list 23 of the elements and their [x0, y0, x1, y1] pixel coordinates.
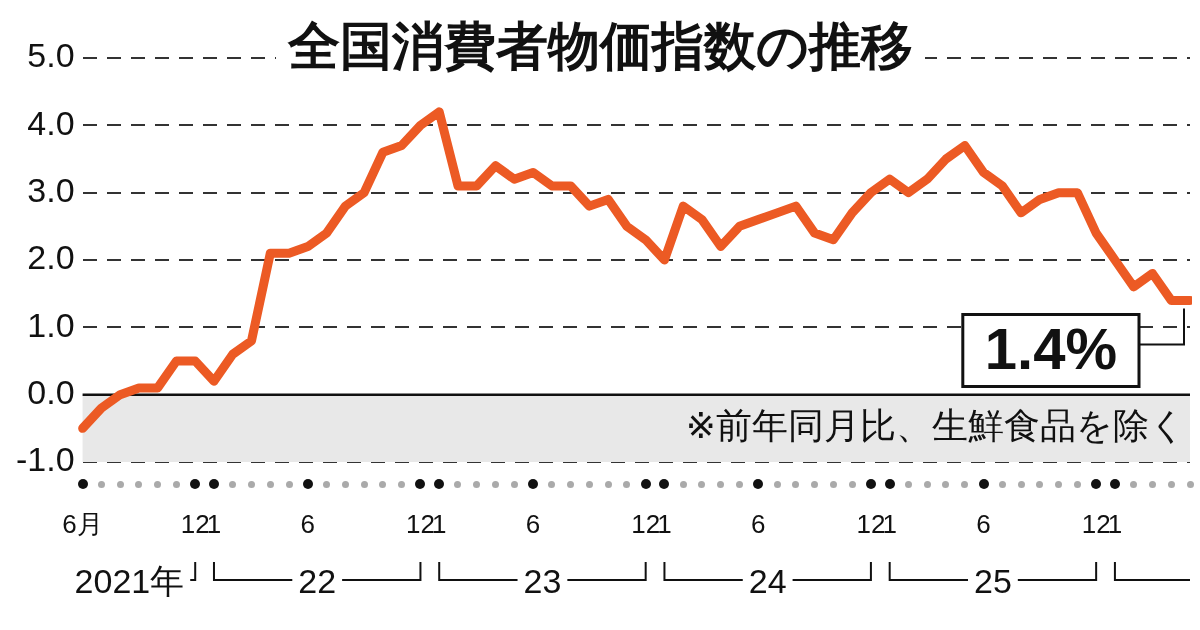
x-tick-label: 6	[751, 509, 766, 540]
annotation: ※前年同月比、生鮮食品を除く	[685, 405, 1186, 447]
y-tick-label: 1.0	[27, 305, 75, 344]
x-tick-label: 12	[180, 509, 210, 540]
text: 23	[523, 562, 562, 601]
x-tick-label: 6月	[62, 509, 103, 540]
y-tick-label: 2.0	[27, 238, 75, 277]
y-tick-label: 4.0	[27, 103, 75, 142]
text: 25	[974, 562, 1012, 601]
text: 1.4%	[984, 316, 1117, 382]
y-tick-label: 5.0	[27, 36, 75, 75]
x-tick-label: 6	[976, 509, 991, 540]
chart-title: 全国消費者物価指数の推移	[275, 17, 925, 75]
text: 2021年	[74, 562, 185, 601]
text: 22	[298, 562, 337, 601]
y-tick-label: -1.0	[15, 440, 75, 479]
x-tick-label: 12	[1081, 509, 1111, 540]
text: 24	[748, 562, 787, 601]
x-tick-label: 6	[525, 509, 541, 540]
y-tick-label: 0.0	[27, 373, 75, 412]
y-tick-label: 3.0	[27, 171, 75, 210]
x-tick-label: 6	[300, 509, 316, 540]
x-tick-label: 12	[856, 509, 886, 540]
